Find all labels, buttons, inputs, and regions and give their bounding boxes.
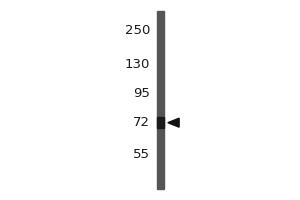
Bar [157, 117, 164, 128]
Text: 130: 130 [124, 58, 150, 71]
Bar [157, 11, 164, 189]
Polygon shape [168, 118, 179, 127]
Text: 95: 95 [133, 87, 150, 100]
Text: 250: 250 [124, 24, 150, 37]
Text: 72: 72 [133, 116, 150, 129]
Text: 55: 55 [133, 148, 150, 161]
